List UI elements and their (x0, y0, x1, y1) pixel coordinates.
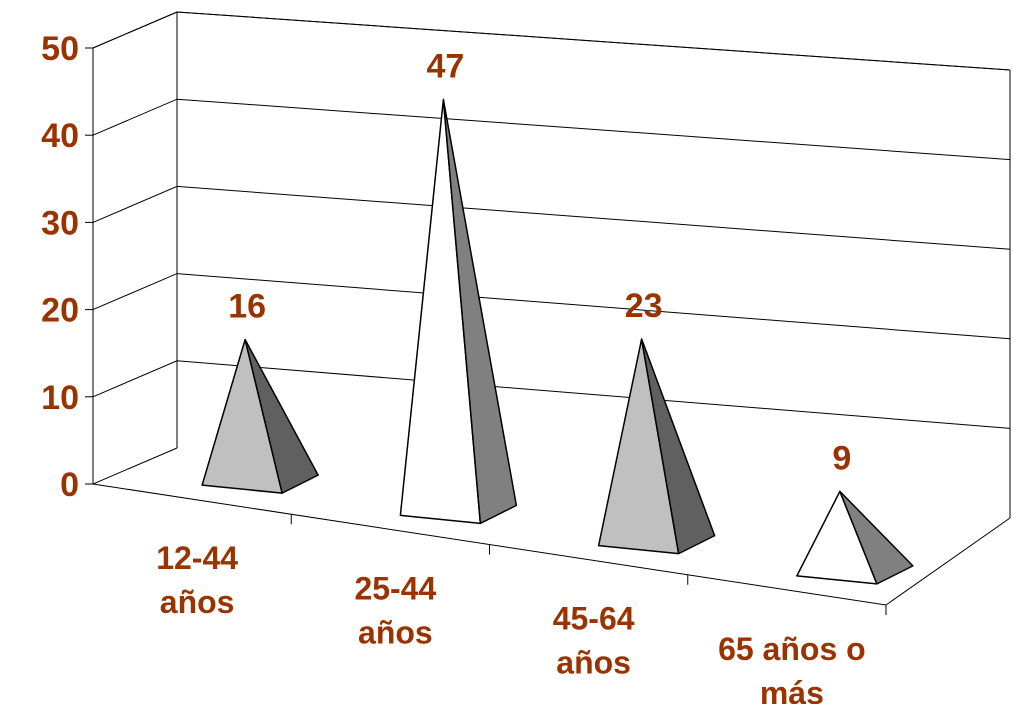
category-label-line: años (358, 614, 433, 650)
pyramid-bar (597, 338, 716, 555)
y-axis: 0 10 20 30 40 50 (41, 30, 93, 504)
pyramid-bar (399, 98, 518, 525)
category-label-line: 25-44 (354, 570, 436, 606)
y-tick-label: 20 (41, 292, 79, 330)
category-label-line: más (760, 675, 824, 704)
data-labels: 16 47 23 9 (228, 48, 851, 478)
gridline (92, 185, 1011, 250)
category-label: 25-44 años (354, 570, 436, 650)
gridline (92, 98, 1011, 161)
category-label-line: años (160, 584, 235, 620)
pyramid-side-face (442, 98, 518, 525)
category-label-line: 65 años o (718, 631, 866, 667)
gridline (92, 11, 1011, 71)
category-label-line: 12-44 (156, 540, 238, 576)
category-labels: 12-44 años 25-44 años 45-64 años 65 años o más (156, 540, 865, 704)
y-tick-label: 40 (41, 117, 79, 155)
category-label-line: 45-64 (553, 601, 635, 637)
category-label: 65 años o más (718, 631, 866, 704)
y-tick-label: 30 (41, 204, 79, 242)
gridline (92, 360, 1011, 429)
data-label: 47 (426, 48, 464, 86)
category-label-line: años (556, 645, 631, 681)
data-label: 9 (832, 439, 851, 477)
pyramid-side-face (244, 338, 319, 494)
pyramid-side-face (640, 338, 716, 555)
data-label: 16 (228, 288, 266, 326)
category-label: 12-44 años (156, 540, 238, 620)
back-wall-top-edge (92, 11, 1011, 71)
x-axis (290, 514, 887, 615)
y-tick-label: 50 (41, 30, 79, 68)
y-tick-label: 0 (60, 466, 79, 504)
y-tick-label: 10 (41, 379, 79, 417)
pyramid-side-face (839, 490, 914, 585)
pyramid-bar (201, 338, 319, 494)
series (201, 98, 914, 585)
pyramid-bar (796, 490, 914, 585)
category-label: 45-64 años (553, 601, 635, 681)
data-label: 23 (625, 287, 663, 325)
gridline (92, 273, 1011, 340)
gridlines (92, 11, 1011, 429)
